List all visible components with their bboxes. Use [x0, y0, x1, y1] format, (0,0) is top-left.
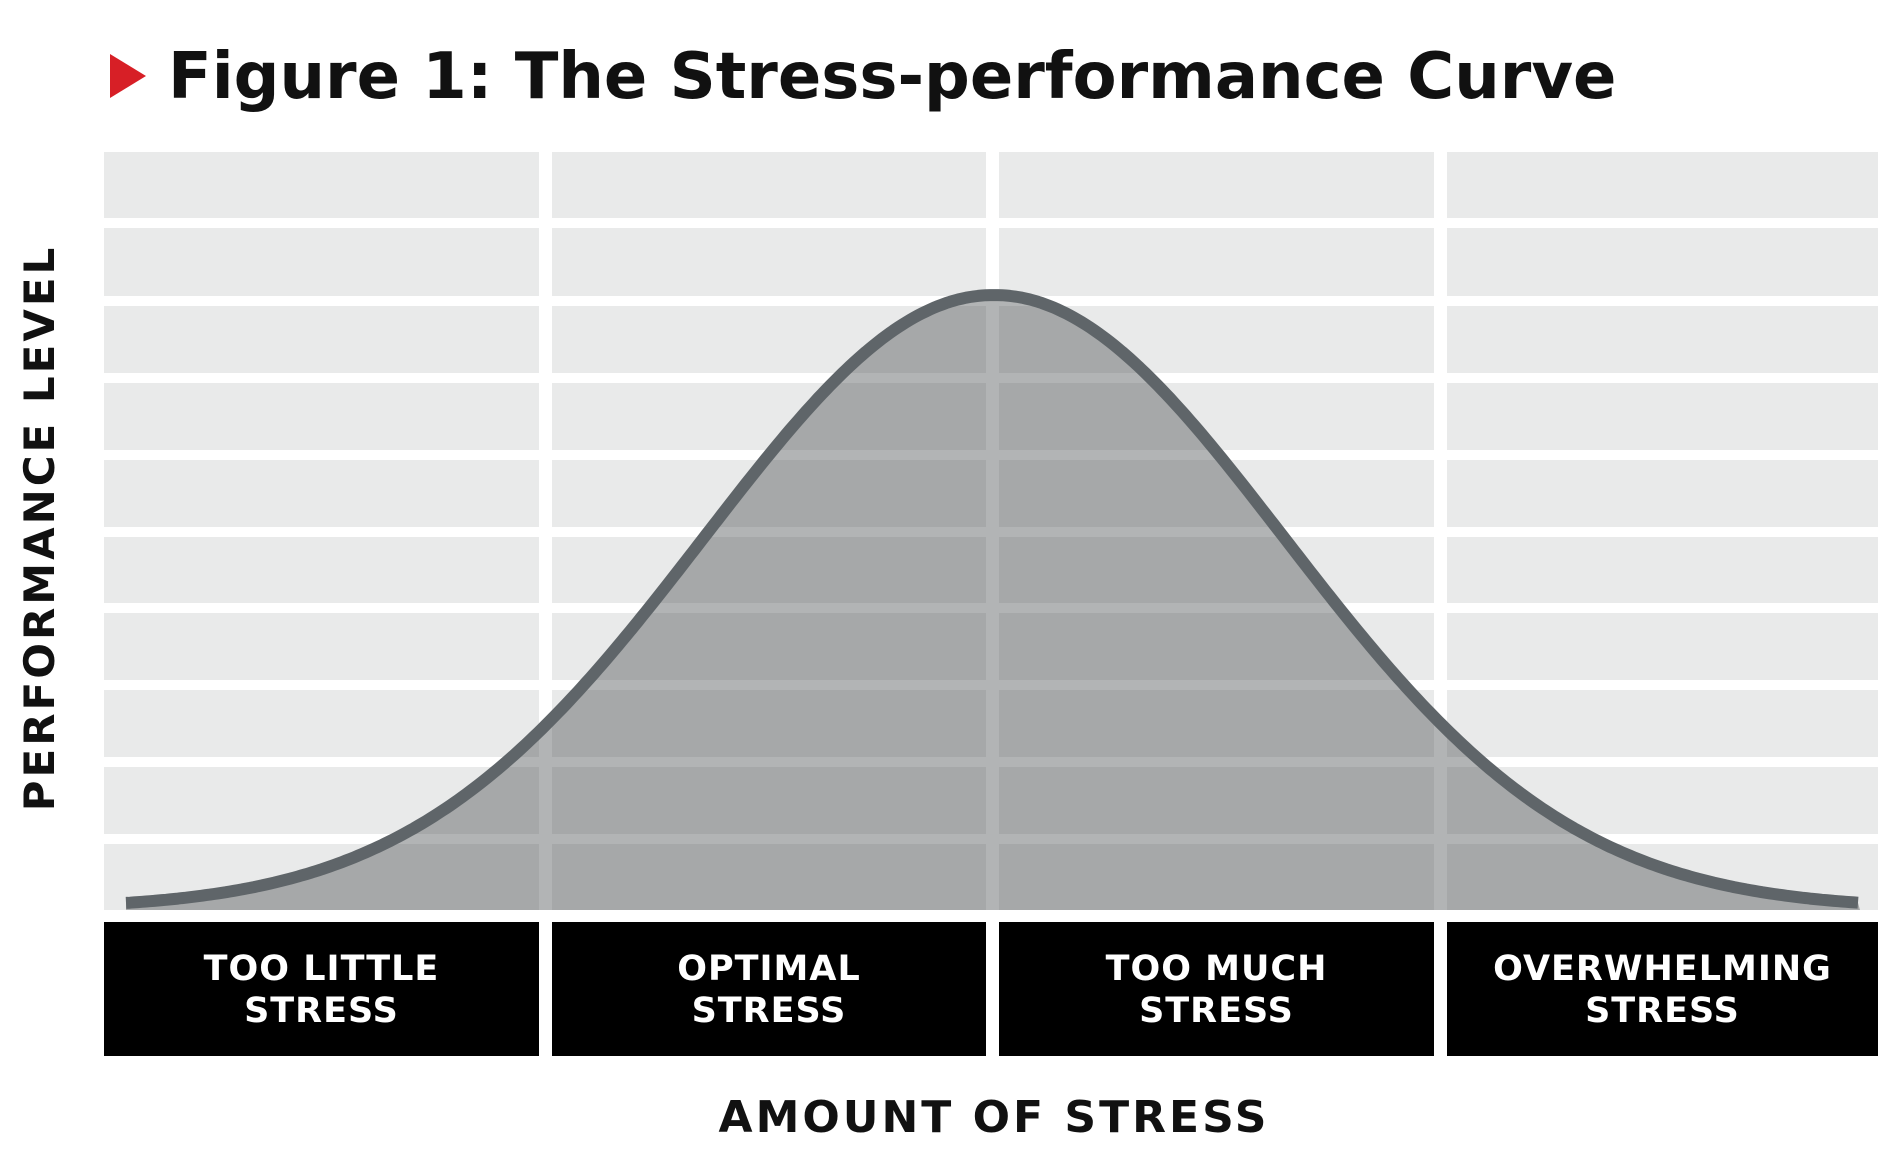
grid-cell — [999, 152, 1434, 218]
zone-label: TOO MUCH — [1106, 949, 1328, 989]
curve-fill — [126, 295, 1860, 911]
grid-cell — [104, 613, 539, 680]
title: Figure 1: The Stress-performance Curve — [168, 40, 1616, 114]
curve-line — [124, 289, 1860, 909]
zone-label: STRESS — [1139, 991, 1294, 1031]
grid-cell — [999, 383, 1434, 450]
grid-cell — [999, 690, 1434, 757]
zone-label: OPTIMAL — [677, 949, 861, 989]
zone-label: STRESS — [244, 991, 399, 1031]
y-axis-label: PERFORMANCE LEVEL — [15, 245, 64, 812]
grid-cell — [552, 383, 986, 450]
grid-cell — [104, 306, 539, 373]
zone-box — [999, 922, 1434, 1056]
zone-label: OVERWHELMING — [1493, 949, 1832, 989]
grid-cell — [999, 844, 1434, 910]
grid-cell — [1447, 152, 1878, 218]
grid-cell — [104, 152, 539, 218]
zone-label: STRESS — [692, 991, 847, 1031]
x-axis-label: AMOUNT OF STRESS — [719, 1092, 1270, 1143]
grid-cell — [552, 152, 986, 218]
grid-cell — [1447, 228, 1878, 296]
grid-cell — [1447, 537, 1878, 603]
grid-cell — [999, 767, 1434, 834]
grid-cell — [104, 228, 539, 296]
grid-cell — [999, 228, 1434, 296]
curve-layer — [124, 289, 1860, 911]
grid-cell — [1447, 383, 1878, 450]
grid-cell — [1447, 306, 1878, 373]
grid-cell — [999, 613, 1434, 680]
zone-box — [552, 922, 986, 1056]
grid-cell — [1447, 767, 1878, 834]
grid-cell — [552, 690, 986, 757]
grid-cell — [1447, 613, 1878, 680]
grid-cell — [552, 844, 986, 910]
grid-cell — [999, 537, 1434, 603]
grid-cell — [552, 228, 986, 296]
grid-cell — [552, 460, 986, 527]
grid-cell — [552, 537, 986, 603]
zone-box — [1447, 922, 1878, 1056]
grid-cell — [1447, 460, 1878, 527]
grid-cell — [1447, 690, 1878, 757]
title-marker — [110, 54, 146, 98]
zone-box — [104, 922, 539, 1056]
grid — [104, 152, 1878, 910]
grid-cell — [104, 460, 539, 527]
grid-cell — [104, 690, 539, 757]
grid-cell — [552, 767, 986, 834]
grid-cell — [999, 460, 1434, 527]
grid-cell — [104, 537, 539, 603]
zone-label: STRESS — [1585, 991, 1740, 1031]
zone-label: TOO LITTLE — [204, 949, 440, 989]
grid-cell — [104, 383, 539, 450]
